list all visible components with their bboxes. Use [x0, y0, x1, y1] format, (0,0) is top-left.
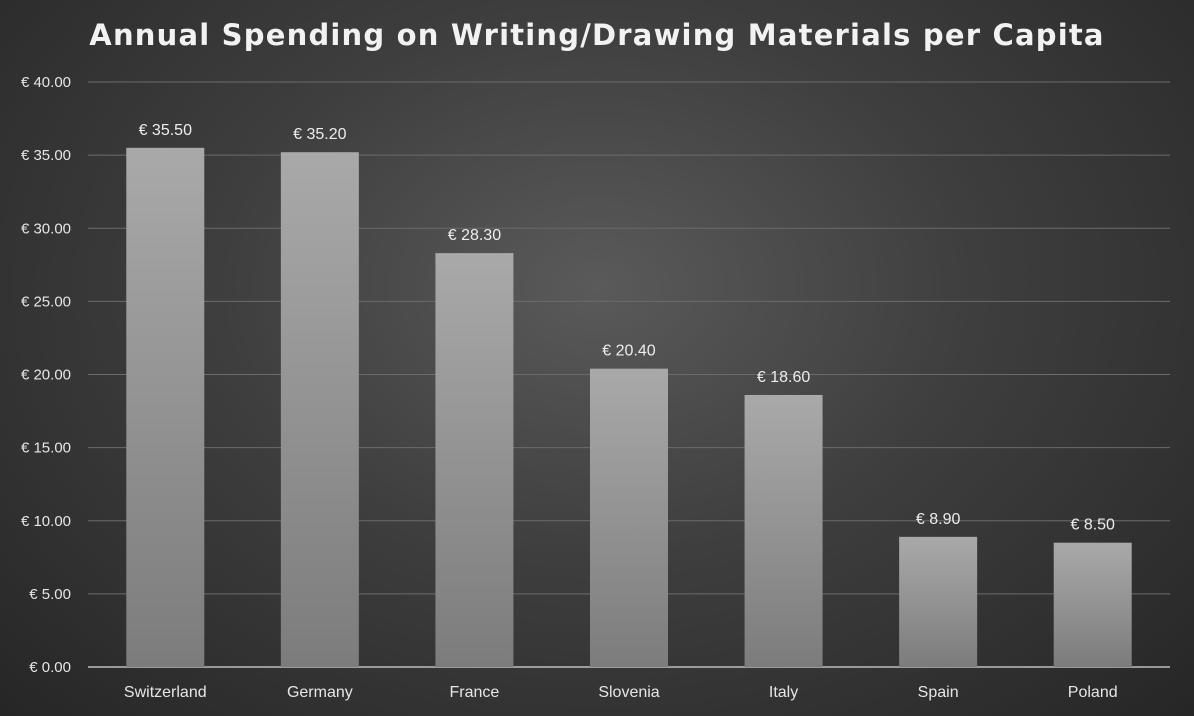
y-tick-label: € 20.00: [21, 367, 71, 384]
data-label: € 35.50: [139, 122, 192, 139]
data-label: € 8.90: [916, 511, 961, 528]
bar-france: [435, 253, 514, 668]
x-tick-label: Spain: [918, 684, 959, 701]
y-tick-label: € 40.00: [21, 74, 71, 91]
y-tick-label: € 35.00: [21, 147, 71, 164]
y-tick-label: € 30.00: [21, 220, 71, 237]
x-tick-label: France: [450, 684, 500, 701]
x-tick-label: Italy: [769, 684, 798, 701]
y-tick-label: € 15.00: [21, 440, 71, 457]
x-tick-label: Germany: [287, 684, 353, 701]
bar-switzerland: [126, 147, 205, 667]
bar-poland: [1053, 542, 1132, 667]
data-label: € 18.60: [757, 369, 810, 386]
y-tick-label: € 25.00: [21, 293, 71, 310]
y-axis: € 0.00 € 5.00 € 10.00 € 15.00 € 20.00 € 25.00…: [21, 74, 71, 676]
bar-germany: [280, 152, 359, 667]
data-label: € 8.50: [1070, 517, 1115, 534]
bar-spain: [899, 536, 978, 667]
bars: [126, 147, 1132, 668]
x-tick-label: Slovenia: [598, 684, 659, 701]
x-axis: Switzerland Germany France Slovenia Italy Spa…: [124, 684, 1118, 701]
bar-italy: [744, 394, 823, 667]
y-tick-label: € 5.00: [29, 586, 71, 603]
chart-title: Annual Spending on Writing/Drawing Mater…: [89, 18, 1105, 52]
y-tick-label: € 10.00: [21, 513, 71, 530]
data-label: € 28.30: [448, 227, 501, 244]
bar-slovenia: [590, 368, 668, 667]
data-label: € 35.20: [293, 126, 346, 143]
x-tick-label: Switzerland: [124, 684, 207, 701]
data-labels: € 35.50 € 35.20 € 28.30 € 20.40 € 18.60 € 8.9…: [139, 122, 1115, 534]
y-tick-label: € 0.00: [29, 659, 71, 676]
x-tick-label: Poland: [1068, 684, 1118, 701]
data-label: € 20.40: [602, 343, 655, 360]
